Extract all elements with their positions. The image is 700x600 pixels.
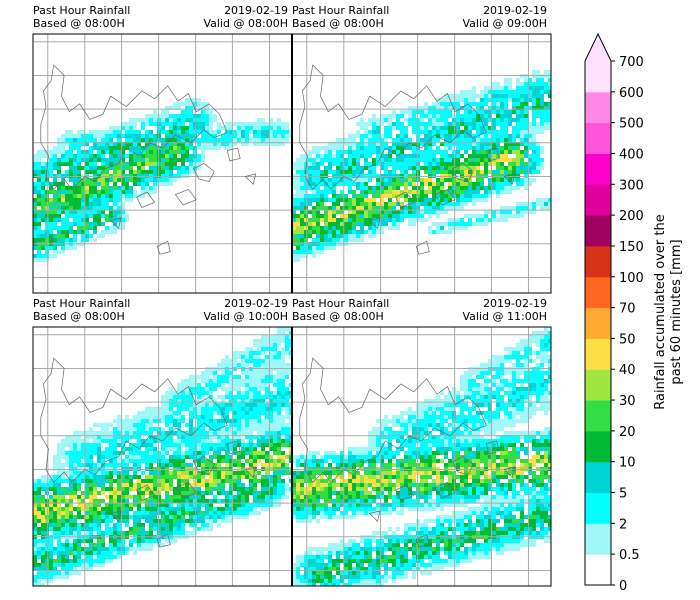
coastline (299, 357, 516, 548)
coastline (40, 64, 257, 255)
colorbar-segment (585, 554, 611, 586)
grid-lines (33, 327, 292, 586)
colorbar-tick-label: 500 (619, 117, 644, 132)
panel-base-time: Based @ 08:00H (33, 17, 125, 30)
colorbar-outline (584, 32, 612, 586)
colorbar-segment (585, 122, 611, 154)
panel-date: 2019-02-19 (224, 4, 288, 17)
colorbar-tick-label: 2 (619, 517, 627, 532)
colorbar-segment (585, 153, 611, 185)
colorbar-segment (585, 369, 611, 401)
colorbar-tick-label: 700 (619, 55, 644, 70)
colorbar-tick-label: 70 (619, 302, 636, 317)
colorbar-segment (585, 91, 611, 124)
colorbar-extend-arrow (585, 34, 611, 61)
coastline (40, 357, 257, 548)
colorbar-tick-label: 5 (619, 487, 627, 502)
rainfall-field (33, 98, 292, 262)
colorbar-segment (585, 338, 611, 370)
panel-base-time: Based @ 08:00H (292, 17, 384, 30)
colorbar-tick-label: 400 (619, 147, 644, 162)
colorbar-segment (585, 276, 611, 309)
panel-base-time: Based @ 08:00H (33, 310, 125, 323)
colorbar-tick-label: 30 (619, 394, 636, 409)
colorbar-tick-label: 200 (619, 209, 644, 224)
panel-title: Past Hour Rainfall (292, 4, 389, 17)
colorbar-segment (585, 430, 611, 463)
colorbar-tick-label: 300 (619, 178, 644, 193)
colorbar-tick-label: 40 (619, 363, 636, 378)
colorbar-label: Rainfall accumulated over the past 60 min… (653, 214, 684, 409)
rainfall-field (33, 327, 292, 586)
panel-title: Past Hour Rainfall (33, 4, 130, 17)
colorbar-segment (585, 215, 611, 247)
colorbar-tick-label: 600 (619, 86, 644, 101)
colorbar-tick-label: 100 (619, 271, 644, 286)
colorbar-segment (585, 523, 611, 555)
panel-base-time: Based @ 08:00H (292, 310, 384, 323)
colorbar-tick-label: 0.5 (619, 548, 640, 563)
colorbar-segment (585, 461, 611, 494)
panel-valid-time: Valid @ 10:00H (204, 310, 288, 323)
colorbar-segment (585, 400, 611, 432)
panel-title: Past Hour Rainfall (292, 297, 389, 310)
panel-valid-time: Valid @ 09:00H (463, 17, 547, 30)
colorbar: 0 0.5 2 5 10 20 30 40 50 70 100 150 200 300 400 500 600 7… (584, 32, 684, 594)
colorbar-segment (585, 492, 611, 524)
colorbar-tick-label: 50 (619, 332, 636, 347)
panel-date: 2019-02-19 (483, 4, 547, 17)
colorbar-segment (585, 61, 611, 93)
grid-lines (33, 34, 292, 293)
colorbar-tick-label: 10 (619, 456, 636, 471)
colorbar-segment (585, 184, 611, 216)
coastline (299, 64, 516, 255)
panel-title: Past Hour Rainfall (33, 297, 130, 310)
panel-valid-time: Valid @ 08:00H (204, 17, 288, 30)
colorbar-segment (585, 245, 611, 278)
colorbar-segment (585, 307, 611, 339)
rainfall-field (292, 327, 551, 586)
colorbar-tick-label: 0 (619, 579, 627, 594)
colorbar-tick-label: 20 (619, 425, 636, 440)
colorbar-tick-label: 150 (619, 240, 644, 255)
panel-date: 2019-02-19 (483, 297, 547, 310)
panel-date: 2019-02-19 (224, 297, 288, 310)
panel-valid-time: Valid @ 11:00H (463, 310, 547, 323)
